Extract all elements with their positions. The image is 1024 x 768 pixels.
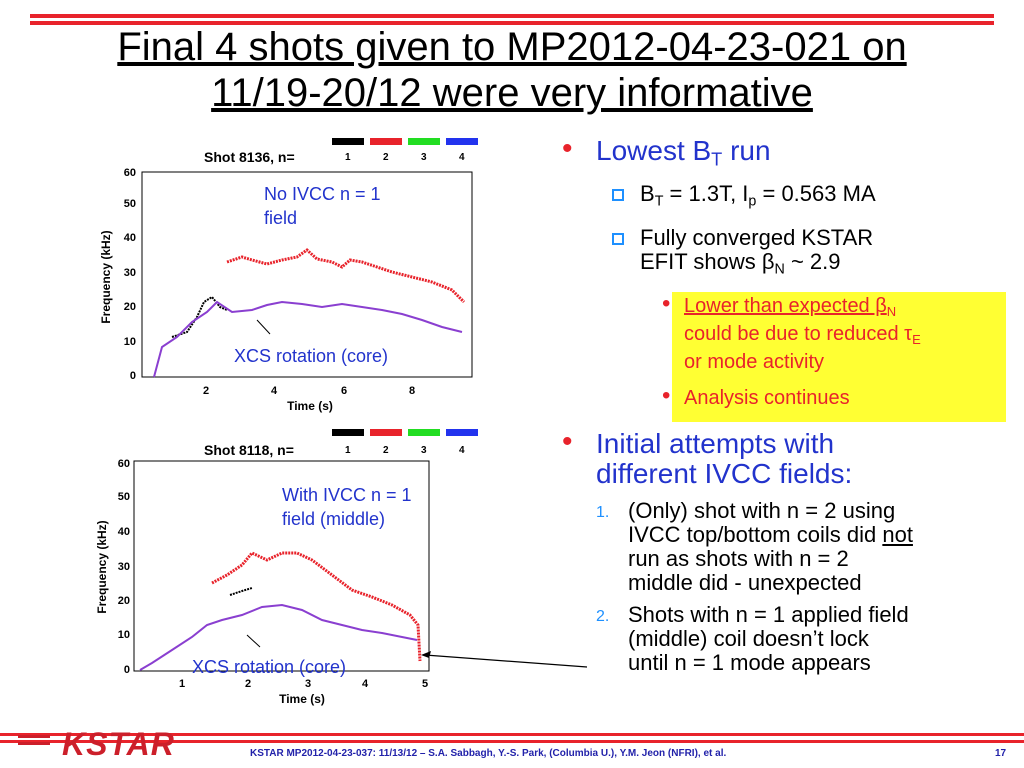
legend-num-4: 4 xyxy=(459,152,465,163)
plot1-axes xyxy=(141,171,473,378)
plot1-xtick-2: 2 xyxy=(203,385,209,397)
spectrogram-plot-2: Shot 8118, n= 1 2 3 4 60 50 40 30 20 10 … xyxy=(92,425,492,710)
plot1-ytick-20: 20 xyxy=(124,301,136,313)
legend2-num-4: 4 xyxy=(459,445,465,456)
legend-num-3: 3 xyxy=(421,152,427,163)
slide-title: Final 4 shots given to MP2012-04-23-021 … xyxy=(0,24,1024,116)
legend-num-1: 1 xyxy=(345,152,351,163)
plot2-xlabel: Time (s) xyxy=(279,692,325,706)
plot1-ytick-30: 30 xyxy=(124,267,136,279)
plot2-annotation-line2: field (middle) xyxy=(282,509,385,529)
legend-swatch-2 xyxy=(370,138,402,145)
pointer-arrow xyxy=(421,651,588,668)
legend2-swatch-4 xyxy=(446,429,478,436)
square-bullet-icon xyxy=(612,189,624,202)
square-bullet-icon xyxy=(612,232,624,245)
plot1-xcs-rotation xyxy=(153,300,463,378)
bullet-bt-ip: BT = 1.3T, Ip = 0.563 MA xyxy=(560,182,1015,213)
spectrogram-plot-1: Shot 8136, n= 1 2 3 4 60 50 40 30 20 10 … xyxy=(92,132,482,417)
footer-rule-1 xyxy=(0,733,1024,736)
plot1-shot-label: Shot 8136, n= xyxy=(204,149,295,165)
legend2-num-3: 3 xyxy=(421,445,427,456)
logo-bars xyxy=(18,735,50,749)
plot2-ytick-10: 10 xyxy=(118,629,130,641)
plot2-xtick-3: 3 xyxy=(305,678,311,690)
plot1-ytick-50: 50 xyxy=(124,198,136,210)
bullet-dot: • xyxy=(662,381,671,409)
footer-citation: KSTAR MP2012-04-23-037: 11/13/12 – S.A. … xyxy=(250,748,727,759)
plot2-ytick-50: 50 xyxy=(118,491,130,503)
plot2-ytick-20: 20 xyxy=(118,595,130,607)
plot1-xcs-label: XCS rotation (core) xyxy=(234,346,388,366)
bullet-list: • Lowest BT run BT = 1.3T, Ip = 0.563 MA… xyxy=(560,132,1015,681)
bullet-efit: Fully converged KSTAR EFIT shows βN ~ 2.… xyxy=(560,225,1015,281)
plot1-xtick-4: 4 xyxy=(271,385,278,397)
legend2-num-2: 2 xyxy=(383,445,389,456)
bullet-analysis-continues: • Analysis continues xyxy=(662,381,850,409)
bullet-dot: • xyxy=(662,290,671,318)
legend-swatch-1 xyxy=(332,138,364,145)
legend-swatch-3 xyxy=(408,138,440,145)
footer-rule-2 xyxy=(0,740,1024,743)
plot2-xtick-5: 5 xyxy=(422,678,428,690)
plot2-ytick-30: 30 xyxy=(118,561,130,573)
plot2-ytick-0: 0 xyxy=(124,664,130,676)
plot2-xtick-4: 4 xyxy=(362,678,369,690)
plot2-xtick-2: 2 xyxy=(245,678,251,690)
title-line-2: 11/19-20/12 were very informative xyxy=(211,71,813,115)
plot2-arrow xyxy=(246,634,261,648)
plot1-ytick-10: 10 xyxy=(124,336,136,348)
plot1-ytick-60: 60 xyxy=(124,167,136,179)
plot2-annotation-line1: With IVCC n = 1 xyxy=(282,485,412,505)
plot2-axes xyxy=(133,460,430,672)
bullet-dot: • xyxy=(562,132,573,165)
numbered-item-1: 1. (Only) shot with n = 2 using IVCC top… xyxy=(596,497,913,595)
highlight-box xyxy=(672,292,1006,422)
plot2-xcs-rotation xyxy=(139,603,418,671)
page-number: 17 xyxy=(995,748,1007,759)
plot1-arrow xyxy=(256,319,271,335)
plot2-black-mode xyxy=(229,587,253,596)
plot1-xtick-8: 8 xyxy=(409,385,415,397)
plot1-ytick-40: 40 xyxy=(124,232,136,244)
plot2-red-mode xyxy=(211,551,422,662)
legend-swatch-4 xyxy=(446,138,478,145)
plot1-red-mode xyxy=(226,248,466,304)
bullet-dot: • xyxy=(562,424,573,458)
plot2-shot-label: Shot 8118, n= xyxy=(204,442,294,458)
plot2-xcs-label: XCS rotation (core) xyxy=(192,657,346,677)
top-rule-1 xyxy=(30,14,994,18)
plot1-annotation-line2: field xyxy=(264,208,297,228)
top-rule-2 xyxy=(30,21,994,25)
plot1-xlabel: Time (s) xyxy=(287,399,333,413)
legend2-swatch-2 xyxy=(370,429,402,436)
bullet-lowest-bt: • Lowest BT run xyxy=(562,132,771,170)
legend-num-2: 2 xyxy=(383,152,389,163)
title-line-1: Final 4 shots given to MP2012-04-23-021 … xyxy=(117,25,907,69)
bullet-lower-than-expected: • Lower than expected βN could be due to… xyxy=(662,290,921,373)
numbered-item-2: 2. Shots with n = 1 applied field (middl… xyxy=(596,601,909,675)
plot2-xtick-1: 1 xyxy=(179,678,185,690)
plot1-black-mode xyxy=(171,295,228,338)
plot2-ylabel: Frequency (kHz) xyxy=(95,520,109,613)
legend2-num-1: 1 xyxy=(345,445,351,456)
legend2-swatch-3 xyxy=(408,429,440,436)
bullet-initial-attempts: • Initial attempts with different IVCC f… xyxy=(562,424,853,489)
plot1-annotation-line1: No IVCC n = 1 xyxy=(264,184,381,204)
kstar-logo: KSTAR xyxy=(62,726,175,762)
plot1-ylabel: Frequency (kHz) xyxy=(99,230,113,323)
plot1-ytick-0: 0 xyxy=(130,370,136,382)
plot2-ytick-60: 60 xyxy=(118,458,130,470)
plot2-ytick-40: 40 xyxy=(118,526,130,538)
plot1-xtick-6: 6 xyxy=(341,385,347,397)
legend2-swatch-1 xyxy=(332,429,364,436)
